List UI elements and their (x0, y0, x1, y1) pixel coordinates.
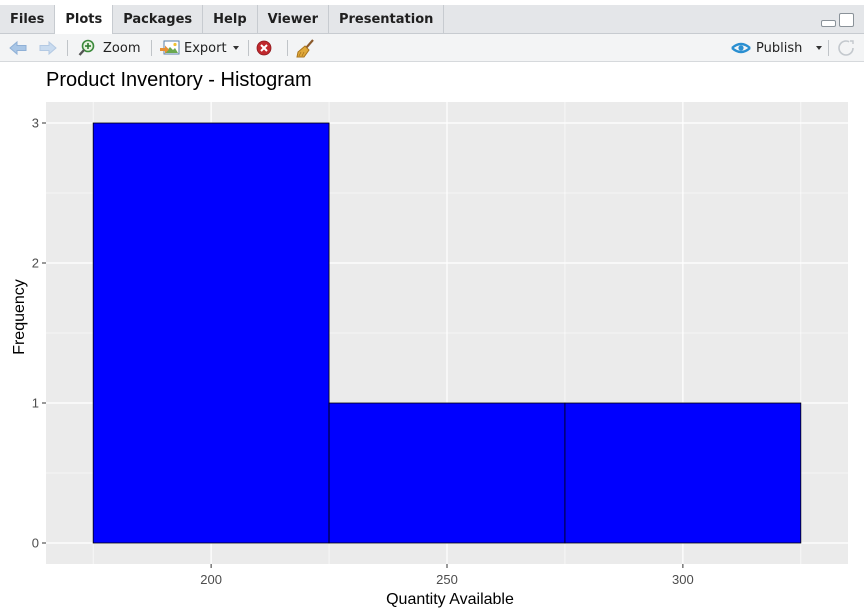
zoom-label: Zoom (103, 40, 141, 56)
toolbar-separator (287, 40, 288, 56)
x-tick-label: 300 (672, 572, 694, 587)
y-tick-label: 0 (32, 536, 39, 551)
x-axis-ticks: 200 250 300 (200, 564, 694, 587)
next-plot-button[interactable] (38, 37, 58, 59)
histogram-bar (564, 402, 802, 544)
minimize-pane-button[interactable] (821, 20, 836, 27)
histogram-bars (92, 122, 802, 544)
remove-plot-button[interactable] (256, 37, 272, 59)
export-image-icon (160, 40, 180, 55)
export-menu-button[interactable]: Export (160, 37, 239, 59)
x-axis-label: Quantity Available (386, 591, 514, 608)
x-tick-label: 250 (436, 572, 458, 587)
publish-menu-button[interactable]: Publish (731, 37, 823, 59)
plots-toolbar: Zoom Export (0, 34, 864, 62)
y-tick-label: 2 (32, 256, 39, 271)
chart-title: Product Inventory - Histogram (46, 69, 312, 91)
export-label: Export (184, 40, 227, 56)
toolbar-separator (828, 40, 829, 56)
zoom-button[interactable]: Zoom (78, 37, 140, 59)
plot-canvas: 0 1 2 3 200 250 300 Product Inventory - Histo… (0, 62, 864, 611)
tab-packages[interactable]: Packages (113, 5, 204, 34)
y-axis-label: Frequency (11, 279, 28, 355)
refresh-icon (838, 40, 854, 56)
maximize-pane-button[interactable] (839, 13, 854, 27)
publish-icon (731, 42, 751, 54)
pane-tab-bar: Files Plots Packages Help Viewer Present… (0, 5, 864, 35)
window-controls (821, 13, 854, 27)
broom-icon (296, 39, 314, 58)
publish-label: Publish (756, 40, 803, 56)
tab-files[interactable]: Files (0, 5, 56, 34)
histogram-bar (328, 402, 566, 544)
x-tick-label: 200 (200, 572, 222, 587)
tab-plots[interactable]: Plots (55, 5, 114, 35)
toolbar-separator (151, 40, 152, 56)
y-tick-label: 1 (32, 396, 39, 411)
tab-help[interactable]: Help (203, 5, 258, 34)
tab-list: Files Plots Packages Help Viewer Present… (0, 5, 445, 35)
arrow-left-icon (9, 40, 27, 56)
chevron-down-icon (232, 46, 239, 50)
y-tick-label: 3 (32, 116, 39, 131)
previous-plot-button[interactable] (8, 37, 28, 59)
histogram-chart: 0 1 2 3 200 250 300 (32, 102, 848, 587)
clear-all-plots-button[interactable] (296, 37, 316, 59)
y-axis-ticks: 0 1 2 3 (32, 116, 46, 551)
refresh-button[interactable] (837, 37, 855, 59)
zoom-magnifier-icon (78, 39, 95, 56)
chevron-down-icon (816, 46, 823, 50)
histogram-bar (92, 122, 330, 544)
toolbar-separator (248, 40, 249, 56)
arrow-right-icon (39, 40, 57, 56)
tab-viewer[interactable]: Viewer (258, 5, 329, 34)
remove-circle-icon (256, 40, 272, 56)
tab-presentation[interactable]: Presentation (329, 5, 445, 34)
toolbar-separator (67, 40, 68, 56)
